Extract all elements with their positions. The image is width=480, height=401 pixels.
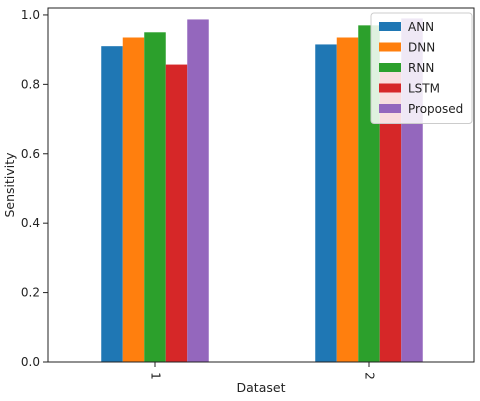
x-tick-label: 1 xyxy=(149,372,163,380)
plot-frame xyxy=(47,7,475,363)
y-tick-label: 0.4 xyxy=(21,216,40,230)
legend-label-lstm: LSTM xyxy=(408,82,440,96)
legend-swatch-ann xyxy=(379,22,401,31)
legend-box xyxy=(370,12,473,124)
legend-label-ann: ANN xyxy=(408,20,434,34)
bar-ann-dataset-2 xyxy=(315,44,337,362)
y-tick-label: 0.6 xyxy=(21,147,40,161)
y-axis-title: Sensitivity xyxy=(2,152,17,218)
bar-lstm-dataset-2 xyxy=(379,63,402,362)
legend-label-rnn: RNN xyxy=(408,61,434,75)
legend-swatch-dnn xyxy=(379,42,401,52)
bar-dnn-dataset-1 xyxy=(122,37,145,362)
legend-swatch-rnn xyxy=(379,63,401,72)
x-tick-label: 2 xyxy=(363,372,377,380)
bar-ann-dataset-1 xyxy=(101,46,123,363)
legend: ANN DNN RNN LSTM Proposed xyxy=(370,12,473,124)
y-tick-label: 1.0 xyxy=(21,8,40,22)
bar-proposed-dataset-1 xyxy=(187,19,209,362)
bar-rnn-dataset-1 xyxy=(144,32,166,362)
y-tick-label: 0.2 xyxy=(21,286,40,300)
bar-dnn-dataset-2 xyxy=(336,37,359,362)
y-tick-label: 0.0 xyxy=(21,355,40,369)
y-axis: 0.0 0.2 0.4 0.6 0.8 1.0 xyxy=(21,8,48,369)
y-tick-label: 0.8 xyxy=(21,77,40,91)
legend-swatch-proposed xyxy=(379,104,401,113)
x-axis-title: Dataset xyxy=(237,380,286,395)
legend-label-proposed: Proposed xyxy=(408,102,463,116)
bar-lstm-dataset-1 xyxy=(165,64,188,362)
bars-group xyxy=(101,18,423,363)
legend-swatch-lstm xyxy=(379,83,401,93)
legend-label-dnn: DNN xyxy=(408,41,435,55)
